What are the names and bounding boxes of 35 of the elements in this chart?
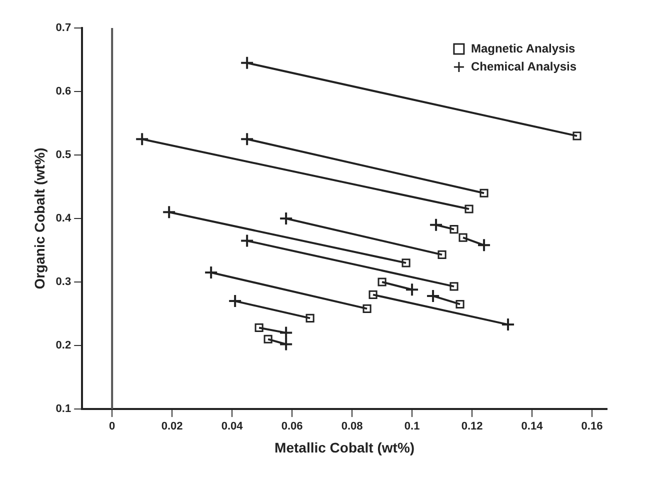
y-axis-title: Organic Cobalt (wt%) [31, 148, 48, 290]
x-tick-label: 0.14 [521, 420, 544, 433]
x-tick-label: 0.12 [461, 420, 483, 433]
point [135, 132, 150, 146]
point [240, 132, 254, 146]
x-tick-label: 0.1 [404, 420, 420, 433]
x-tick-label: 0.02 [161, 420, 183, 433]
x-tick-label: 0.08 [341, 420, 363, 433]
point [279, 212, 294, 226]
point [426, 288, 440, 303]
point [204, 265, 218, 280]
y-tick-label: 0.3 [56, 276, 72, 288]
point [279, 337, 294, 352]
point [405, 282, 420, 297]
point [429, 218, 444, 232]
x-tick-label: 0.16 [581, 420, 603, 433]
y-tick-label: 0.7 [56, 22, 72, 34]
point [477, 238, 492, 252]
point [162, 205, 176, 220]
x-tick-label: 0 [109, 420, 116, 433]
x-tick-label: 0.04 [221, 420, 244, 433]
point [240, 56, 254, 70]
y-tick-label: 0.2 [56, 340, 72, 352]
y-tick-label: 0.4 [56, 212, 72, 225]
point [501, 318, 516, 332]
point [279, 326, 294, 340]
legend-label: Chemical Analysis [470, 59, 577, 74]
x-tick-label: 0.06 [281, 420, 303, 433]
y-tick-label: 0.1 [56, 403, 72, 416]
point [240, 234, 254, 248]
x-axis-title: Metallic Cobalt (wt%) [274, 439, 415, 456]
y-tick-label: 0.6 [56, 86, 72, 98]
y-tick-label: 0.5 [56, 149, 72, 162]
point [228, 294, 242, 308]
legend-label: Magnetic Analysis [470, 41, 576, 56]
